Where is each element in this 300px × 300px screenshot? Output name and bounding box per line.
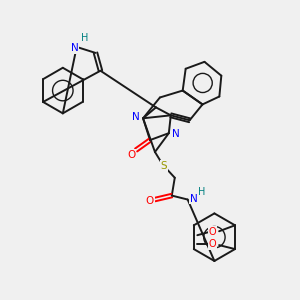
Text: N: N [132,112,140,122]
Text: O: O [208,239,216,249]
Text: O: O [208,227,216,237]
Text: N: N [172,129,180,139]
Text: H: H [198,187,205,196]
Text: N: N [190,194,197,203]
Text: O: O [127,150,135,160]
Text: O: O [146,196,154,206]
Text: S: S [160,161,167,171]
Text: H: H [81,33,88,43]
Text: N: N [71,43,79,53]
